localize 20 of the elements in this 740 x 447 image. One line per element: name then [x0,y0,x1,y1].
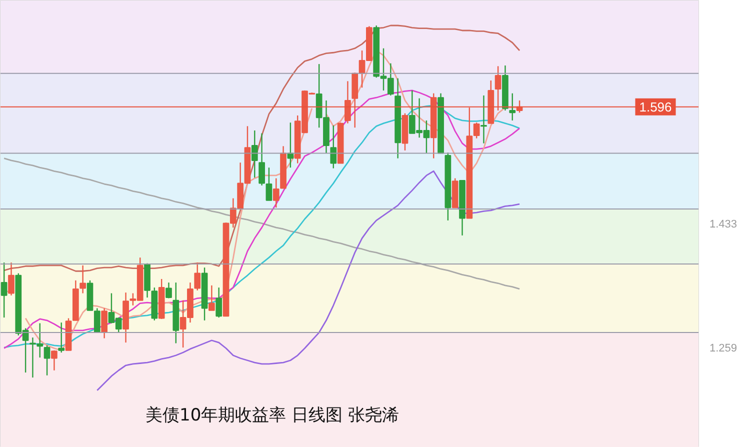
candlestick [51,350,58,371]
ref-line-label: 1.596 [639,99,672,114]
line-series [3,24,520,272]
candlestick [101,308,108,339]
candlestick [44,344,50,376]
candlestick [8,262,14,296]
candlestick [166,282,172,299]
y-tick-label: 1.259 [710,342,738,355]
candlestick [208,284,215,311]
y-tick-label: 1.433 [710,218,738,230]
candlestick [509,92,516,122]
candlestick [480,94,487,144]
line-series [3,158,520,290]
candlestick [251,130,258,178]
candlestick [330,124,337,169]
candlestick [216,286,222,318]
candlestick [0,262,8,318]
line-series [96,170,520,392]
text: 美债10年期收益率 日线图 张尧浠 [146,406,399,426]
candlestick [58,322,65,354]
